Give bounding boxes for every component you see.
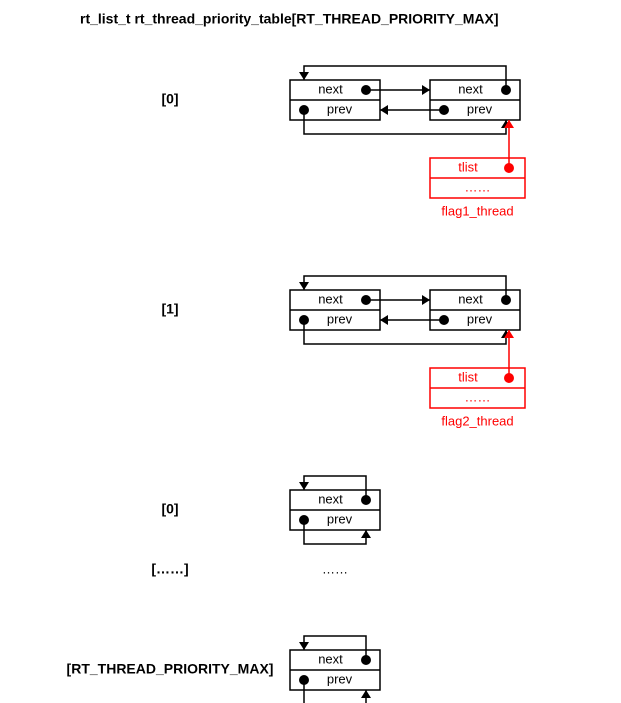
svg-text:……: …… [322,561,348,576]
svg-text:flag1_thread: flag1_thread [441,203,513,218]
svg-text:prev: prev [327,671,353,686]
svg-text:prev: prev [327,311,353,326]
svg-text:next: next [458,81,483,96]
svg-text:prev: prev [327,101,353,116]
svg-text:flag2_thread: flag2_thread [441,413,513,428]
svg-text:prev: prev [467,101,493,116]
svg-text:next: next [318,291,343,306]
svg-text:next: next [318,651,343,666]
svg-text:……: …… [465,179,491,194]
svg-text:[0]: [0] [161,91,178,107]
svg-text:rt_list_t rt_thread_priority_t: rt_list_t rt_thread_priority_table[RT_TH… [80,11,499,27]
svg-text:next: next [458,291,483,306]
svg-text:[……]: [……] [151,561,188,577]
svg-text:next: next [318,81,343,96]
svg-text:prev: prev [327,511,353,526]
svg-text:……: …… [465,389,491,404]
svg-text:prev: prev [467,311,493,326]
svg-text:tlist: tlist [458,369,478,384]
svg-text:tlist: tlist [458,159,478,174]
svg-text:[1]: [1] [161,301,178,317]
svg-text:[0]: [0] [161,501,178,517]
svg-text:[RT_THREAD_PRIORITY_MAX]: [RT_THREAD_PRIORITY_MAX] [67,661,274,677]
svg-text:next: next [318,491,343,506]
